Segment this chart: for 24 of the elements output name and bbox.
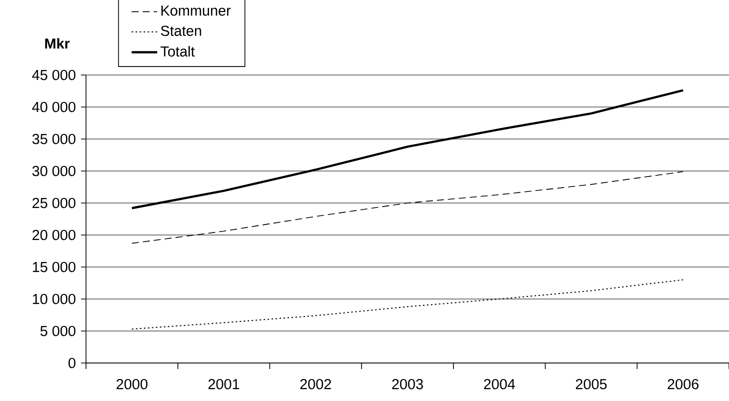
line-series [130, 89, 684, 210]
legend-label: Totalt [160, 46, 195, 57]
x-tick-label: 2001 [208, 379, 240, 390]
y-tick-label: 20 000 [32, 230, 76, 240]
y-tick-label: 5 000 [40, 326, 76, 336]
y-tick-label: 15 000 [32, 262, 76, 272]
y-axis-title: Mkr [45, 38, 70, 49]
line-series [131, 279, 684, 330]
y-tick-label: 40 000 [32, 102, 76, 112]
x-tick-label: 2002 [300, 379, 331, 390]
y-tick-label: 30 000 [32, 166, 76, 176]
x-tick-label: 2004 [484, 379, 515, 390]
y-tick-label: 45 000 [32, 70, 76, 80]
legend-label: Kommuner [161, 6, 231, 16]
legend-label: Staten [160, 26, 202, 36]
y-tick-label: 25 000 [32, 198, 76, 208]
y-tick-label: 10 000 [32, 294, 76, 304]
x-tick-label: 2003 [392, 379, 423, 390]
x-tick-label: 2000 [116, 379, 148, 390]
x-tick-label: 2005 [576, 379, 607, 390]
y-tick-label: 0 [68, 358, 76, 368]
x-tick-label: 2006 [668, 379, 699, 390]
line-series [132, 171, 684, 244]
y-tick-label: 35 000 [32, 134, 76, 144]
